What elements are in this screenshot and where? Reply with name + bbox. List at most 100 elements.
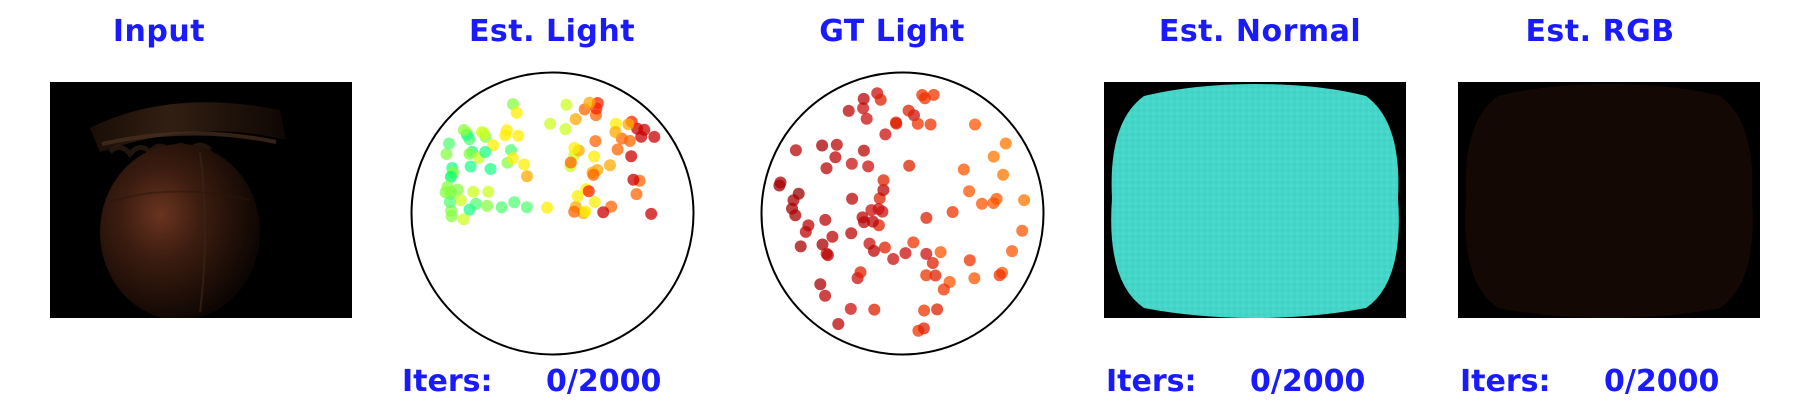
est-light-point — [484, 163, 497, 175]
gt-light-point — [845, 227, 858, 240]
est-light-point — [518, 158, 531, 171]
gt-light-point — [819, 213, 832, 226]
est-light-point — [500, 124, 513, 137]
est-light-point — [587, 168, 600, 181]
est-rgb-image — [1458, 82, 1760, 318]
gt-light-point — [902, 104, 915, 117]
gt-light-point — [911, 117, 924, 130]
est-light-point — [443, 196, 456, 208]
gt-light-point — [924, 118, 937, 131]
est-light-point — [477, 127, 490, 140]
gt-light-point — [794, 240, 807, 253]
gt-light-point — [865, 204, 878, 217]
gt-light-point — [789, 209, 802, 222]
est-normal-title: Est. Normal — [1158, 14, 1362, 49]
gt-light-point — [821, 249, 834, 262]
gt-light-point — [844, 302, 857, 315]
gt-light-point — [934, 246, 947, 259]
gt-light-point — [816, 238, 829, 251]
gt-light-point — [816, 139, 829, 152]
est-light-point — [487, 139, 500, 152]
gt-light-point — [890, 117, 903, 130]
gt-light-point — [866, 215, 879, 228]
gt-light-point — [814, 278, 827, 291]
gt-light-point — [987, 150, 1000, 163]
gt-light-point — [862, 160, 875, 173]
est-light-point — [520, 201, 533, 214]
gt-light-point — [842, 104, 855, 117]
est-light-point — [463, 147, 476, 160]
gt-light-point — [857, 92, 870, 105]
gt-light-point — [918, 304, 931, 317]
est-light-sphere — [410, 71, 695, 356]
est-light-point — [611, 143, 624, 156]
gt-light-point — [976, 197, 988, 210]
gt-light-point — [963, 185, 976, 198]
est-light-point — [463, 203, 476, 216]
est-light-point — [454, 194, 467, 207]
est-light-point — [510, 106, 523, 119]
gt-light-point — [937, 283, 950, 296]
gt-light-point — [856, 211, 869, 224]
gt-light-point — [946, 206, 959, 218]
est-normal-image — [1104, 82, 1406, 318]
gt-light-point — [968, 272, 981, 285]
gt-light-point — [787, 194, 800, 207]
gt-light-point — [963, 254, 976, 267]
gt-light-point — [857, 144, 870, 157]
est-light-point — [582, 185, 595, 198]
gt-light-point — [1016, 224, 1029, 237]
est-light-point — [638, 123, 651, 136]
gt-light-point — [1006, 245, 1018, 258]
est-light-point — [588, 150, 601, 163]
gt-light-point — [876, 205, 889, 218]
gt-light-point — [877, 184, 890, 196]
est-light-point — [481, 199, 494, 212]
est-light-point — [604, 159, 616, 172]
gt-light-point — [846, 192, 859, 205]
est-light-point — [559, 123, 572, 136]
est-light-point — [457, 124, 470, 136]
gt-light-point — [832, 318, 845, 330]
gt-light-point — [999, 137, 1012, 150]
input-title: Input — [112, 14, 206, 49]
est-light-point — [482, 185, 495, 198]
gt-light-point — [931, 303, 944, 316]
est-light-point — [568, 205, 581, 218]
est-light-point — [521, 170, 533, 183]
est-light-point — [457, 213, 470, 226]
est-light-point — [506, 152, 519, 165]
est-light-point — [560, 98, 573, 111]
est-light-point — [464, 160, 477, 173]
gt-light-point — [918, 92, 931, 105]
est-rgb-iters-label: Iters: — [1460, 364, 1551, 399]
est-light-iters-value: 0/2000 — [546, 364, 662, 399]
gt-light-point — [860, 112, 873, 125]
gt-light-point — [877, 174, 890, 187]
est-light-point — [568, 142, 581, 154]
est-light-point — [645, 207, 658, 220]
gt-light-point — [917, 322, 930, 335]
gt-light-point — [829, 151, 842, 164]
gt-light-point — [854, 266, 867, 279]
gt-light-point — [826, 230, 839, 243]
est-rgb-title: Est. RGB — [1525, 14, 1675, 49]
gt-light-sphere-outline — [760, 71, 1045, 356]
gt-light-point — [820, 162, 833, 175]
est-light-point — [627, 173, 640, 186]
gt-light-point — [819, 289, 832, 302]
gt-light-point — [774, 176, 787, 189]
est-normal-map — [1111, 84, 1399, 318]
est-light-point — [541, 201, 554, 214]
gt-light-point — [867, 244, 880, 257]
gt-light-title: GT Light — [819, 14, 965, 49]
est-light-point — [630, 188, 643, 201]
est-light-point — [622, 118, 635, 131]
gt-light-point — [926, 257, 939, 269]
est-normal-iters-label: Iters: — [1106, 364, 1197, 399]
est-light-point — [451, 183, 464, 196]
gt-light-point — [920, 269, 933, 282]
est-rgb-render — [1465, 84, 1753, 318]
est-light-point — [564, 156, 577, 169]
est-light-point — [648, 130, 661, 143]
